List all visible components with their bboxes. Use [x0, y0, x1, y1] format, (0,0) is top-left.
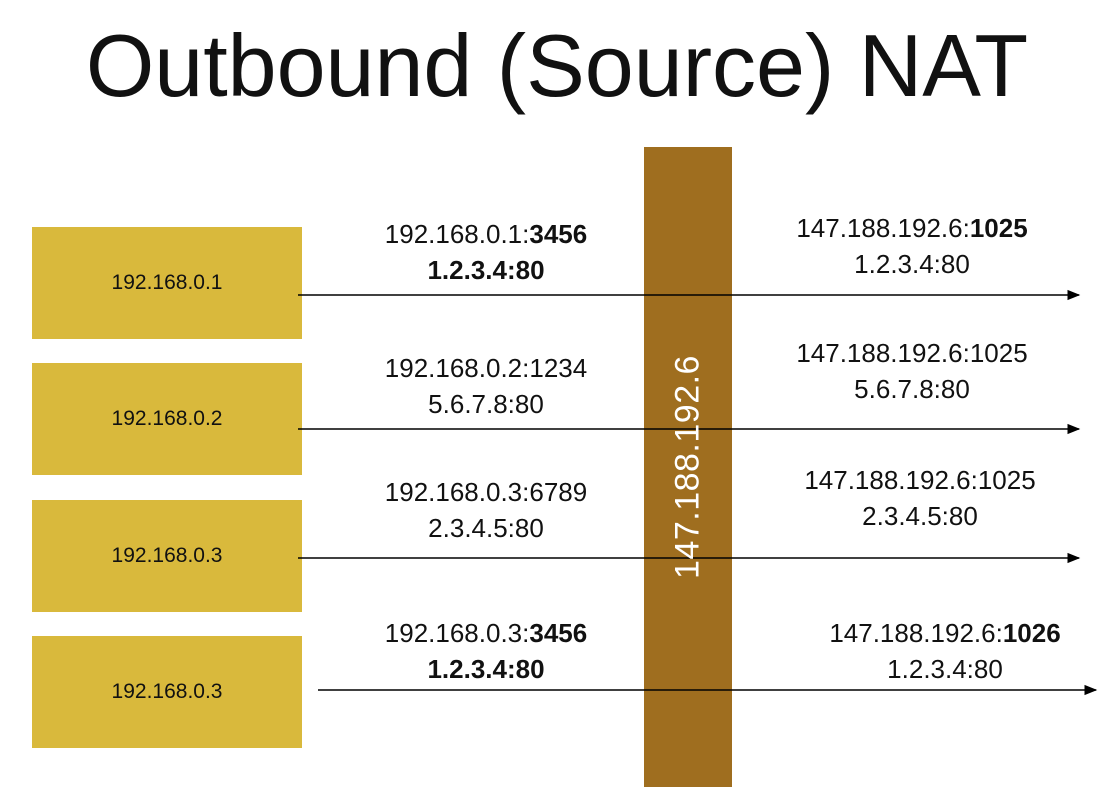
- host-ip-label: 192.168.0.1: [111, 271, 223, 294]
- outside-packet-label: 147.188.192.6:1026 1.2.3.4:80: [780, 615, 1110, 687]
- inside-destination-text: 1.2.3.4:80: [427, 654, 545, 684]
- slide-title: Outbound (Source) NAT: [85, 16, 1029, 115]
- host-ip-label: 192.168.0.3: [111, 544, 223, 567]
- host-box: 192.168.0.1: [32, 227, 302, 339]
- outside-destination: 5.6.7.8:80: [752, 371, 1072, 407]
- outside-destination: 2.3.4.5:80: [760, 498, 1080, 534]
- outside-source: 147.188.192.6:1025: [760, 462, 1080, 498]
- outside-packet-label: 147.188.192.6:1025 1.2.3.4:80: [752, 210, 1072, 282]
- inside-source-port: 3456: [529, 219, 588, 249]
- inside-source: 192.168.0.1:3456: [346, 216, 626, 252]
- inside-source-port: 6789: [529, 477, 588, 507]
- inside-source-ip: 192.168.0.2:: [384, 353, 530, 383]
- inside-source-port: 3456: [529, 618, 588, 648]
- inside-destination: 2.3.4.5:80: [346, 510, 626, 546]
- outside-source-ip: 147.188.192.6:: [829, 618, 1003, 648]
- outside-source-ip: 147.188.192.6:: [796, 338, 970, 368]
- outside-destination: 1.2.3.4:80: [780, 651, 1110, 687]
- outside-destination-text: 1.2.3.4:80: [887, 654, 1003, 684]
- inside-destination: 5.6.7.8:80: [346, 386, 626, 422]
- inside-destination-text: 1.2.3.4:80: [427, 255, 545, 285]
- inside-destination: 1.2.3.4:80: [346, 651, 626, 687]
- outside-packet-label: 147.188.192.6:1025 2.3.4.5:80: [760, 462, 1080, 534]
- inside-source-ip: 192.168.0.1:: [384, 219, 530, 249]
- outside-source-ip: 147.188.192.6:: [804, 465, 978, 495]
- outside-source-ip: 147.188.192.6:: [796, 213, 970, 243]
- outside-source: 147.188.192.6:1025: [752, 335, 1072, 371]
- outside-source: 147.188.192.6:1026: [780, 615, 1110, 651]
- outside-source-port: 1026: [1002, 618, 1061, 648]
- inside-source: 192.168.0.3:6789: [346, 474, 626, 510]
- outside-destination: 1.2.3.4:80: [752, 246, 1072, 282]
- inside-source-ip: 192.168.0.3:: [384, 618, 530, 648]
- inside-source-port: 1234: [529, 353, 588, 383]
- nat-router-bar: [644, 147, 732, 787]
- outside-source-port: 1025: [977, 465, 1036, 495]
- inside-packet-label: 192.168.0.3:3456 1.2.3.4:80: [346, 615, 626, 687]
- inside-source: 192.168.0.3:3456: [346, 615, 626, 651]
- outside-source-port: 1025: [969, 338, 1028, 368]
- inside-source: 192.168.0.2:1234: [346, 350, 626, 386]
- host-ip-label: 192.168.0.2: [111, 407, 223, 430]
- outside-destination-text: 5.6.7.8:80: [854, 374, 970, 404]
- host-box: 192.168.0.3: [32, 500, 302, 612]
- host-box: 192.168.0.2: [32, 363, 302, 475]
- inside-packet-label: 192.168.0.3:6789 2.3.4.5:80: [346, 474, 626, 546]
- inside-packet-label: 192.168.0.1:3456 1.2.3.4:80: [346, 216, 626, 288]
- inside-destination: 1.2.3.4:80: [346, 252, 626, 288]
- nat-public-ip-label: 147.188.192.6: [668, 355, 707, 579]
- outside-source-port: 1025: [969, 213, 1028, 243]
- outside-source: 147.188.192.6:1025: [752, 210, 1072, 246]
- inside-source-ip: 192.168.0.3:: [384, 477, 530, 507]
- inside-packet-label: 192.168.0.2:1234 5.6.7.8:80: [346, 350, 626, 422]
- host-ip-label: 192.168.0.3: [111, 680, 223, 703]
- inside-destination-text: 5.6.7.8:80: [428, 389, 544, 419]
- outside-destination-text: 1.2.3.4:80: [854, 249, 970, 279]
- inside-destination-text: 2.3.4.5:80: [428, 513, 544, 543]
- host-box: 192.168.0.3: [32, 636, 302, 748]
- outside-destination-text: 2.3.4.5:80: [862, 501, 978, 531]
- outside-packet-label: 147.188.192.6:1025 5.6.7.8:80: [752, 335, 1072, 407]
